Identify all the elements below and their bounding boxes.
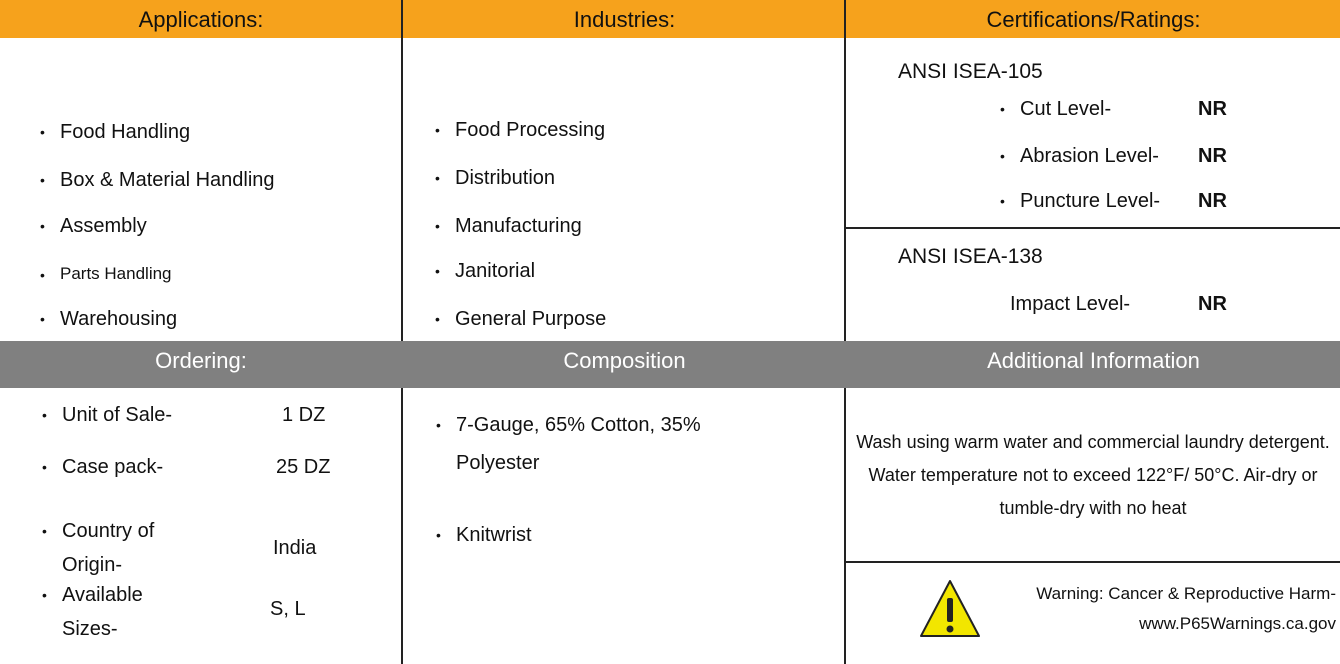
divider [844, 388, 846, 664]
list-item: Janitorial [435, 260, 535, 283]
rating-value: NR [1198, 190, 1227, 212]
composition-item: Knitwrist [436, 518, 591, 552]
order-label: Available Sizes- [42, 578, 172, 646]
rating-label: Puncture Level- [1000, 190, 1160, 213]
order-value: India [273, 537, 317, 559]
order-label: Unit of Sale- [42, 398, 197, 432]
rating-label: Abrasion Level- [1000, 145, 1159, 168]
order-value: S, L [270, 598, 306, 620]
list-item: Food Processing [435, 119, 605, 142]
warning-text: Warning: Cancer & Reproductive Harm- [1036, 584, 1336, 603]
header-bar [0, 0, 1340, 38]
order-label: Case pack- [42, 450, 197, 484]
order-label: Country of Origin- [42, 514, 197, 582]
rating-label: Impact Level- [1010, 293, 1131, 315]
section-title: Industries: [573, 7, 676, 32]
list-item: Parts Handling [40, 264, 171, 284]
care-note: Wash using warm water and commercial lau… [856, 432, 1330, 518]
section-title: Composition [563, 348, 686, 373]
order-value: 1 DZ [282, 404, 326, 426]
section-title: Applications: [138, 7, 264, 32]
divider [844, 0, 846, 341]
section-title: Additional Information [987, 348, 1200, 373]
divider [401, 0, 403, 341]
standard: ANSI ISEA-105 [898, 60, 1043, 83]
section-title: Certifications/Ratings: [986, 7, 1201, 32]
list-item: Assembly [40, 215, 147, 238]
section-title: Ordering: [155, 348, 247, 373]
list-item: General Purpose [435, 308, 606, 331]
divider [401, 388, 403, 664]
warning-icon [920, 580, 980, 637]
rating-value: NR [1198, 98, 1227, 120]
composition-item: 7-Gauge, 65% Cotton, 35% Polyester [436, 406, 716, 482]
list-item: Box & Material Handling [40, 169, 275, 192]
warning-url: www.P65Warnings.ca.gov [1139, 614, 1336, 633]
rating-value: NR [1198, 145, 1227, 167]
list-item: Distribution [435, 167, 555, 190]
list-item: Manufacturing [435, 215, 582, 238]
rating-label: Cut Level- [1000, 98, 1111, 121]
standard: ANSI ISEA-138 [898, 245, 1043, 268]
divider [845, 227, 1340, 229]
header-bar [0, 341, 1340, 388]
list-item: Food Handling [40, 121, 190, 144]
order-value: 25 DZ [276, 456, 331, 478]
divider [845, 561, 1340, 563]
list-item: Warehousing [40, 308, 177, 331]
rating-value: NR [1198, 293, 1227, 315]
